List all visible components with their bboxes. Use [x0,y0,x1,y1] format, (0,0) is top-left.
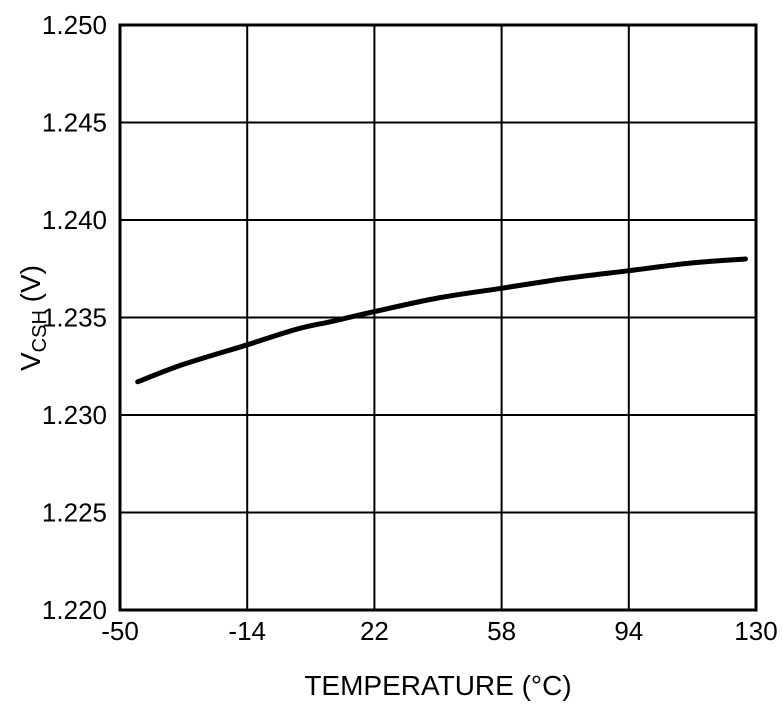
y-tick-label: 1.225 [42,498,107,528]
x-axis-label: TEMPERATURE (°C) [304,670,571,701]
y-axis-label: VCSH (V) [15,265,51,371]
plot-frame [118,23,758,612]
x-tick-label: -50 [101,616,139,646]
y-tick-label: 1.230 [42,400,107,430]
y-tick-label: 1.235 [42,303,107,333]
vcsh-curve [135,256,748,385]
x-tick-label: 94 [614,616,643,646]
y-axis-label-main: V [15,352,46,371]
y-tick-label: 1.250 [42,10,107,40]
y-tick-label: 1.240 [42,205,107,235]
x-tick-label: 22 [360,616,389,646]
y-tick-label: 1.220 [42,595,107,625]
y-axis-label-subscript: CSH [29,310,51,352]
x-tick-label: 130 [734,616,777,646]
plot-generated-layer: 1.220 1.225 1.230 1.235 1.240 1.245 1.250 -50 -1… [42,10,778,646]
y-tick-label: 1.245 [42,108,107,138]
x-tick-label: -14 [228,616,266,646]
y-axis-label-unit: (V) [15,265,46,310]
x-tick-label: 58 [487,616,516,646]
